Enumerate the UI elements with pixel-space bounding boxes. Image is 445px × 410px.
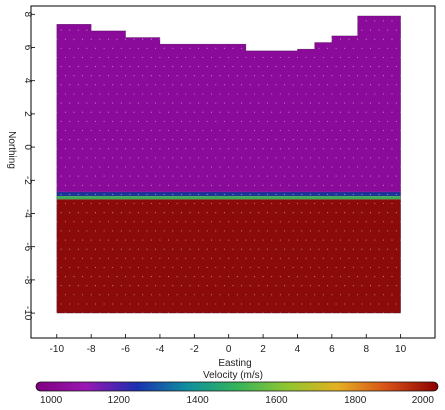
- x-axis-title: Easting: [218, 358, 251, 369]
- x-tick-label: 6: [329, 344, 335, 355]
- y-tick-label: -10: [22, 306, 33, 321]
- x-tick-label: -8: [87, 344, 96, 355]
- x-tick-label: -10: [50, 344, 65, 355]
- x-tick-label: 8: [363, 344, 369, 355]
- y-tick-label: 2: [22, 111, 33, 117]
- plot-area-frame: [30, 5, 436, 339]
- mesh-nodes: [56, 20, 401, 314]
- layer-lower: [56, 199, 401, 314]
- colorbar-tick-label: 1400: [186, 395, 209, 406]
- colorbar-tick-label: 1000: [40, 395, 63, 406]
- x-tick-label: 0: [226, 344, 232, 355]
- layer-upper: [56, 15, 401, 192]
- x-tick-label: 4: [295, 344, 301, 355]
- colorbar-tick-label: 1600: [265, 395, 288, 406]
- x-tick-label: 2: [260, 344, 266, 355]
- x-axis-ticks: -10 -8 -6 -4 -2 0 2 4 6 8 10: [50, 334, 407, 355]
- layer-interface-mid: [56, 196, 401, 200]
- y-axis-ticks: 8 6 4 2 0 -2 -4 -6 -8 -10: [22, 12, 35, 321]
- x-tick-label: -4: [155, 344, 164, 355]
- y-tick-label: 0: [22, 144, 33, 150]
- colorbar: [35, 381, 439, 392]
- y-tick-label: -4: [22, 209, 33, 218]
- x-tick-label: 10: [395, 344, 407, 355]
- domain-outline: [56, 15, 401, 314]
- x-tick-label: -2: [190, 344, 199, 355]
- colorbar-tick-label: 2000: [412, 395, 435, 406]
- colorbar-tick-label: 1200: [108, 395, 131, 406]
- colorbar-ticks: 1000 1200 1400 1600 1800 2000: [40, 395, 434, 406]
- y-tick-label: -6: [22, 242, 33, 251]
- y-axis-title: Northing: [6, 131, 17, 169]
- y-tick-label: 8: [22, 12, 33, 18]
- y-tick-label: 4: [22, 78, 33, 84]
- y-tick-label: -2: [22, 176, 33, 185]
- velocity-domain: [56, 15, 401, 314]
- x-tick-label: -6: [121, 344, 130, 355]
- y-tick-label: -8: [22, 275, 33, 284]
- y-tick-label: 6: [22, 45, 33, 51]
- layer-interface-top: [56, 191, 401, 197]
- colorbar-tick-label: 1800: [344, 395, 367, 406]
- colorbar-title: Velocity (m/s): [203, 370, 263, 381]
